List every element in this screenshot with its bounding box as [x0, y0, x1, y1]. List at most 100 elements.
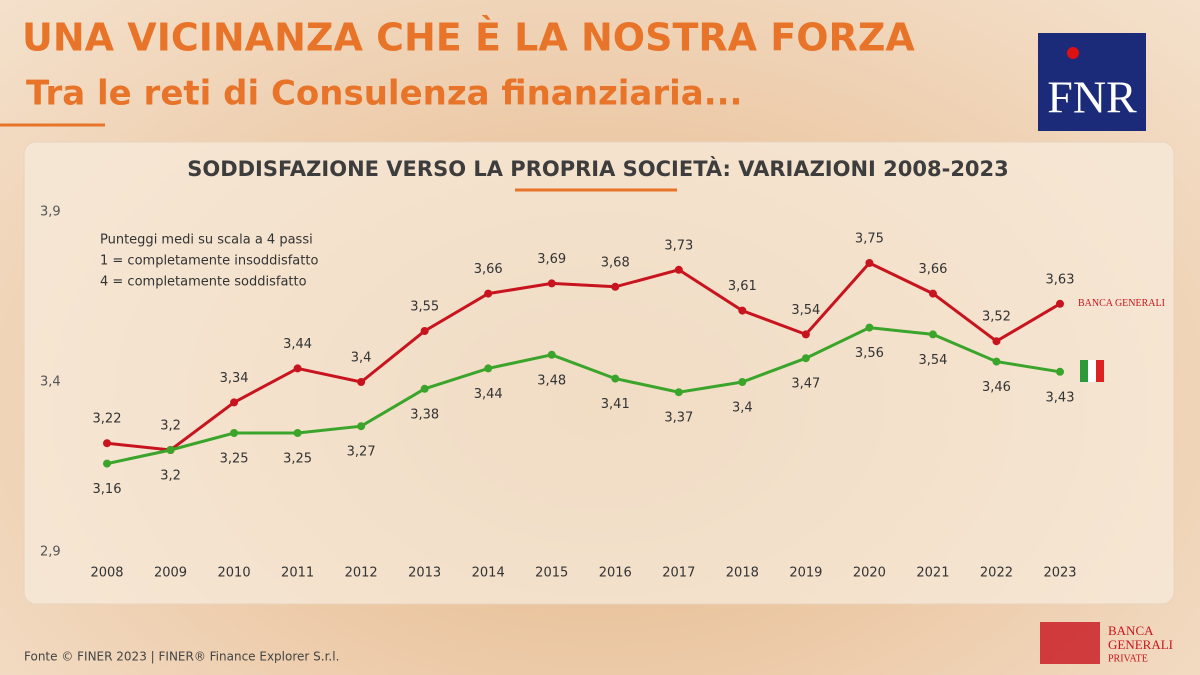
flag-green [1080, 360, 1088, 382]
brand-icon [1040, 622, 1100, 664]
point [1056, 367, 1064, 376]
x-tick-label: 2015 [535, 566, 568, 581]
point [611, 374, 620, 383]
point [547, 350, 556, 359]
value-label: 3,46 [982, 380, 1011, 395]
value-label: 3,69 [537, 252, 566, 267]
point [484, 364, 493, 373]
x-tick-label: 2018 [726, 566, 759, 581]
x-tick-label: 2022 [980, 566, 1013, 581]
point [865, 259, 874, 267]
slide-subtitle: Tra le reti di Consulenza finanziaria... [26, 74, 742, 114]
x-tick-label: 2011 [281, 566, 314, 581]
logo-text: FNR [1047, 72, 1137, 123]
value-label: 3,4 [351, 351, 372, 366]
source: Fonte © FINER 2023 | FINER® Finance Expl… [24, 650, 339, 664]
x-tick-label: 2023 [1043, 566, 1076, 581]
value-label: 3,44 [474, 387, 503, 402]
logo-box [1038, 33, 1146, 131]
value-label: 3,66 [474, 262, 503, 277]
x-tick-label: 2019 [789, 566, 822, 581]
point [928, 330, 937, 339]
x-tick-label: 2008 [90, 566, 123, 581]
point [992, 337, 1001, 346]
value-label: 3,75 [855, 232, 884, 247]
flag-white [1088, 360, 1096, 382]
chart-note: Punteggi medi su scala a 4 passi [100, 233, 313, 248]
value-label: 3,34 [220, 371, 249, 386]
series-line [106, 261, 1061, 452]
value-label: 3,54 [791, 303, 820, 318]
value-label: 3,48 [537, 373, 566, 388]
point [738, 378, 747, 386]
value-label: 3,66 [918, 262, 947, 277]
point [928, 289, 937, 298]
value-label: 3,55 [410, 300, 439, 315]
point [103, 439, 111, 448]
point [801, 330, 810, 339]
y-tick-label: 3,9 [40, 205, 61, 220]
point [1056, 299, 1064, 308]
value-label: 3,22 [93, 412, 122, 427]
y-tick-label: 2,9 [40, 545, 61, 560]
x-tick-label: 2014 [472, 566, 505, 581]
chart-note: 1 = completamente insoddisfatto [100, 254, 318, 269]
point [992, 357, 1001, 366]
slide-title: UNA VICINANZA CHE È LA NOSTRA FORZA [22, 16, 915, 60]
point [674, 388, 683, 397]
value-label: 3,73 [664, 238, 693, 253]
x-tick-label: 2013 [408, 566, 441, 581]
brand-line: PRIVATE [1108, 653, 1148, 664]
point [420, 327, 429, 335]
value-label: 3,2 [160, 469, 181, 484]
value-label: 3,25 [283, 452, 312, 467]
value-label: 3,41 [601, 397, 630, 412]
value-label: 3,27 [347, 445, 376, 460]
value-label: 3,44 [283, 337, 312, 352]
point [738, 306, 747, 315]
value-label: 3,68 [601, 255, 630, 270]
x-tick-label: 2009 [154, 566, 187, 581]
value-label: 3,61 [728, 279, 757, 294]
value-label: 3,56 [855, 346, 884, 361]
legend-label: BANCA GENERALI [1078, 298, 1165, 309]
point [293, 364, 302, 373]
x-tick-label: 2016 [599, 566, 632, 581]
value-label: 3,4 [732, 401, 753, 416]
value-label: 3,63 [1046, 272, 1075, 287]
point [103, 459, 111, 468]
series-line [106, 326, 1061, 466]
brand-line: BANCA [1108, 623, 1154, 638]
brand-line: GENERALI [1108, 637, 1173, 652]
y-tick-label: 3,4 [40, 375, 61, 390]
value-label: 3,47 [791, 377, 820, 392]
value-label: 3,38 [410, 407, 439, 422]
x-tick-label: 2020 [853, 566, 886, 581]
value-label: 3,54 [918, 353, 947, 368]
value-label: 3,52 [982, 310, 1011, 325]
point [357, 378, 366, 386]
point [801, 354, 810, 363]
point [357, 422, 366, 431]
value-label: 3,16 [93, 482, 122, 497]
x-tick-label: 2021 [916, 566, 949, 581]
point [230, 429, 239, 437]
point [611, 282, 620, 291]
point [420, 384, 429, 393]
value-label: 3,37 [664, 411, 693, 426]
point [484, 289, 493, 298]
point [230, 398, 239, 407]
chart-note: 4 = completamente soddisfatto [100, 275, 307, 290]
x-tick-label: 2010 [218, 566, 251, 581]
logo-dot [1067, 47, 1079, 59]
point [166, 446, 175, 454]
x-tick-label: 2017 [662, 566, 695, 581]
value-label: 3,25 [220, 452, 249, 467]
point [865, 323, 874, 332]
value-label: 3,43 [1046, 390, 1075, 405]
flag-red [1096, 360, 1104, 382]
point [674, 265, 683, 274]
value-label: 3,2 [160, 419, 181, 434]
